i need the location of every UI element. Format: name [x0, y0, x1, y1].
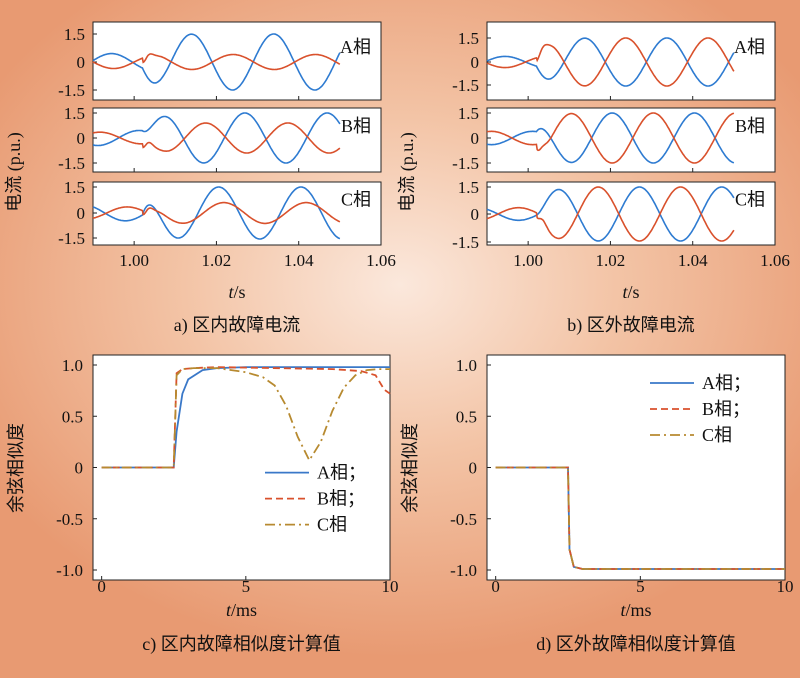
subplot-frame [92, 181, 382, 246]
y-tick-label: 1.5 [64, 104, 85, 123]
x-axis-label-var: t [228, 282, 234, 302]
y-tick-label: -1.5 [58, 154, 85, 173]
legend: A相； B相； C相 [265, 463, 366, 535]
x-tick-label: 1.04 [284, 251, 314, 270]
y-tick-label: 0.5 [62, 407, 83, 426]
x-tick-label: 1.02 [202, 251, 232, 270]
x-axis-label-unit: /s [628, 282, 640, 302]
x-axis-label-var: t [226, 600, 232, 620]
subplot-frame [92, 107, 382, 173]
y-tick-label: -1.5 [452, 233, 479, 252]
x-tick-label: 1.06 [366, 251, 396, 270]
y-axis-label: 余弦相似度 [6, 423, 26, 513]
y-tick-label: -1.5 [58, 81, 85, 100]
x-tick-label: 1.00 [513, 251, 543, 270]
wave-line-test [486, 186, 735, 242]
wave-line-reference [92, 201, 341, 225]
x-axis-label: t/s [622, 282, 639, 302]
phase-label: A相 [734, 37, 765, 57]
wave-line-test [92, 112, 341, 164]
x-tick-label: 5 [242, 577, 251, 596]
y-tick-label: 1.5 [64, 178, 85, 197]
series-line [495, 466, 785, 570]
legend-label: A相； [317, 463, 366, 483]
y-axis-label: 余弦相似度 [400, 423, 420, 513]
x-axis-label-unit: /ms [231, 600, 257, 620]
phase-label: B相 [341, 116, 371, 136]
phase-label: C相 [341, 190, 371, 210]
panel-d: 1.0 0.5 0 -0.5 -1.0 0 5 10 A相； B相； C相 t/ms 余弦相似度 d) 区… [400, 354, 794, 655]
x-axis-label-unit: /ms [626, 600, 652, 620]
y-tick-label: -1.5 [58, 229, 85, 248]
wave-line-reference [486, 186, 735, 242]
x-axis-label-var: t [622, 282, 628, 302]
y-tick-label: 1.5 [64, 25, 85, 44]
y-tick-label: -1.0 [56, 561, 83, 580]
x-tick-label: 1.04 [678, 251, 708, 270]
x-tick-label: 0 [97, 577, 106, 596]
panel-caption: b) 区外故障电流 [567, 315, 695, 336]
wave-line-test [92, 33, 341, 91]
wave-line-reference [486, 37, 735, 87]
x-tick-label: 1.00 [119, 251, 149, 270]
y-tick-label: 0 [75, 459, 84, 478]
legend-label: C相 [702, 425, 732, 445]
y-tick-label: 0 [471, 53, 480, 72]
x-axis-label: t/s [228, 282, 245, 302]
x-tick-label: 1.06 [760, 251, 790, 270]
y-axis-label: 电流 (p.u.) [4, 132, 25, 212]
y-axis-label: 电流 (p.u.) [397, 132, 418, 212]
panel-caption: a) 区内故障电流 [174, 315, 300, 336]
wave-line-test [486, 37, 735, 87]
y-tick-label: 0 [77, 53, 86, 72]
panel-b: 1.5 0 -1.5 A相 1.5 0 -1.5 B相 1.5 0 -1.5 C相 1.00 1.02 1.… [397, 21, 790, 336]
panel-caption: d) 区外故障相似度计算值 [536, 634, 736, 655]
y-tick-label: 1.0 [456, 356, 477, 375]
y-tick-label: 0 [77, 129, 86, 148]
phase-label: A相 [340, 37, 371, 57]
legend: A相； B相； C相 [650, 373, 751, 445]
y-tick-label: -0.5 [56, 510, 83, 529]
x-axis-label-unit: /s [234, 282, 246, 302]
y-tick-label: 0.5 [456, 407, 477, 426]
y-tick-label: 0 [77, 204, 86, 223]
wave-line-reference [92, 53, 341, 71]
legend-label: B相； [702, 399, 750, 419]
x-tick-label: 10 [777, 577, 794, 596]
x-tick-label: 10 [382, 577, 399, 596]
y-tick-label: -1.5 [452, 76, 479, 95]
y-tick-label: -0.5 [450, 510, 477, 529]
y-tick-label: 1.0 [62, 356, 83, 375]
panel-a: 1.5 0 -1.5 A相 1.5 0 -1.5 B相 1.5 0 -1.5 C相 1.00 1.02 1.… [4, 21, 396, 336]
y-tick-label: -1.5 [452, 154, 479, 173]
x-tick-label: 0 [491, 577, 500, 596]
x-axis-label: t/ms [620, 600, 651, 620]
y-tick-label: 0 [469, 459, 478, 478]
y-tick-label: 1.5 [458, 178, 479, 197]
wave-line-test [92, 186, 341, 240]
y-tick-label: 0 [471, 205, 480, 224]
legend-label: A相； [702, 373, 751, 393]
y-tick-label: -1.0 [450, 561, 477, 580]
x-axis-label-var: t [620, 600, 626, 620]
series-line [101, 367, 390, 469]
x-tick-label: 5 [636, 577, 645, 596]
y-tick-label: 1.5 [458, 29, 479, 48]
wave-line-test [486, 112, 735, 164]
legend-label: B相； [317, 489, 365, 509]
x-axis-label: t/ms [226, 600, 257, 620]
panel-c: 1.0 0.5 0 -0.5 -1.0 0 5 10 A相； B相； C相 t/ms 余弦相似度 c) 区… [6, 354, 399, 655]
phase-label: B相 [735, 116, 765, 136]
wave-line-reference [92, 122, 341, 154]
wave-line-reference [486, 112, 735, 164]
y-tick-label: 0 [471, 129, 480, 148]
phase-label: C相 [735, 190, 765, 210]
legend-label: C相 [317, 515, 347, 535]
subplot-frame [486, 21, 776, 101]
x-tick-label: 1.02 [596, 251, 626, 270]
panel-caption: c) 区内故障相似度计算值 [142, 634, 340, 655]
y-tick-label: 1.5 [458, 104, 479, 123]
